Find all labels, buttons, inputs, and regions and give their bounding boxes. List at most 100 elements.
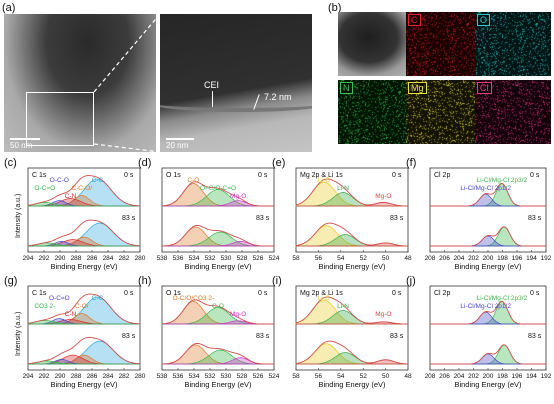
x-tick-label: 204 (454, 255, 465, 262)
y-axis-title: Intensity (a.u.) (15, 194, 22, 238)
panel-label-e: (e) (272, 157, 285, 169)
peak-label: Mg-O (375, 193, 391, 200)
time-label-83s: 83 s (528, 333, 542, 340)
peak-label: C-O (212, 303, 224, 310)
time-label-83s: 83 s (390, 215, 404, 222)
scale-bar-left (10, 138, 40, 140)
core-level-label: Mg 2p & Li 1s (300, 290, 343, 297)
x-tick-label: 50 (382, 255, 390, 262)
peak-label: Li-O (318, 295, 330, 302)
peak-label: Li-N (337, 303, 349, 310)
x-tick-label: 202 (468, 373, 479, 380)
eds-map-nitrogen: N (338, 80, 414, 144)
x-tick-label: 196 (512, 255, 523, 262)
eds-map-carbon: C (406, 12, 482, 76)
x-tick-label: 536 (173, 373, 184, 380)
x-tick-label: 530 (221, 373, 232, 380)
peak-label: CO3 2- (34, 303, 55, 310)
peak-label: Li-Cl/Mg-Cl 2p1/2 (460, 185, 511, 192)
time-label-0s: 0 s (258, 172, 268, 179)
x-tick-label: 280 (135, 255, 146, 262)
x-tick-label: 286 (87, 373, 98, 380)
x-tick-label: 292 (39, 255, 50, 262)
x-tick-label: 526 (253, 373, 264, 380)
panel-label-i: (i) (272, 275, 282, 287)
x-tick-label: 280 (135, 373, 146, 380)
plot-frame (27, 167, 141, 253)
peak-label: C-N (65, 311, 77, 318)
x-tick-label: 54 (337, 373, 345, 380)
x-tick-label: 54 (337, 255, 345, 262)
fit-envelope (27, 293, 140, 325)
peak-label: C-O/ (75, 303, 89, 310)
cei-label: CEI (204, 80, 220, 90)
x-tick-label: 52 (360, 373, 368, 380)
component-peak (430, 311, 546, 325)
x-tick-label: 200 (483, 373, 494, 380)
zoom-region-box (26, 92, 94, 146)
x-tick-label: 294 (23, 255, 34, 262)
x-tick-label: 208 (425, 373, 436, 380)
peak-label: C-C (92, 177, 104, 184)
peak-label: Mg-O (230, 311, 246, 318)
x-tick-label: 534 (189, 373, 200, 380)
fit-envelope (161, 299, 274, 325)
peak-label: O=C/O-C=O (200, 185, 236, 192)
x-tick-label: 206 (439, 255, 450, 262)
fit-envelope (295, 340, 408, 365)
core-level-label: Mg 2p & Li 1s (300, 172, 343, 179)
panel-label-g: (g) (4, 275, 17, 287)
scale-label-right: 20 nm (166, 141, 189, 150)
x-tick-label: 534 (189, 255, 200, 262)
x-tick-label: 524 (269, 373, 280, 380)
peak-label: Li-N (337, 185, 349, 192)
time-label-0s: 0 s (392, 290, 402, 297)
peak-label: C-N (65, 193, 77, 200)
panel-label-h: (h) (138, 275, 151, 287)
x-tick-label: 194 (526, 373, 537, 380)
time-label-0s: 0 s (530, 172, 540, 179)
x-tick-label: 526 (253, 255, 264, 262)
core-level-label: C 1s (32, 172, 47, 179)
fit-envelope (162, 342, 274, 365)
component-peak (430, 193, 546, 207)
eds-map-magnesium: Mg (406, 80, 482, 144)
peak-label: C-O (187, 177, 199, 184)
x-tick-label: 56 (315, 255, 323, 262)
x-tick-label: 282 (119, 255, 130, 262)
component-peak (27, 360, 140, 365)
fit-envelope (430, 344, 546, 365)
x-tick-label: 294 (23, 373, 34, 380)
fit-envelope (295, 178, 408, 207)
plot-frame (295, 285, 409, 371)
time-label-0s: 0 s (258, 290, 268, 297)
fit-envelope (27, 219, 140, 247)
peak-label: Mg-O (230, 193, 246, 200)
fit-envelope (161, 181, 274, 207)
y-axis-title: Intensity (a.u.) (15, 312, 22, 356)
fit-envelope (27, 337, 140, 365)
panel-label-a: (a) (2, 2, 16, 14)
fit-envelope (27, 175, 140, 207)
x-tick-label: 288 (71, 373, 82, 380)
eds-map-chlorine: Cl (475, 80, 551, 144)
peak-label: O-C=O (49, 295, 70, 302)
peak-label: Mg-O (375, 311, 391, 318)
core-level-label: Cl 2p (434, 172, 450, 179)
x-tick-label: 50 (382, 373, 390, 380)
fit-envelope (295, 222, 408, 247)
x-tick-label: 290 (55, 373, 66, 380)
cei-arrow (212, 91, 213, 107)
peak-label: O-C=O (34, 185, 55, 192)
x-tick-label: 48 (404, 373, 412, 380)
peak-label: Li-Cl/Mg-Cl 2p3/2 (477, 177, 528, 184)
x-tick-label: 532 (205, 373, 216, 380)
thickness-label: 7.2 nm (264, 92, 292, 102)
time-label-83s: 83 s (390, 333, 404, 340)
x-axis-title: Binding Energy (eV) (184, 262, 252, 271)
core-level-label: O 1s (166, 290, 181, 297)
plot-frame (161, 285, 275, 371)
x-tick-label: 284 (103, 255, 114, 262)
